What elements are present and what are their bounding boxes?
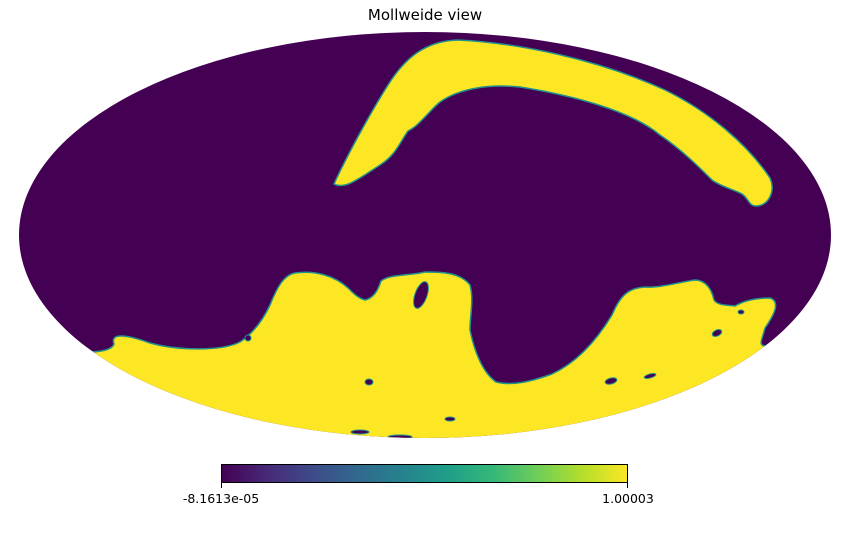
- low-island: [387, 434, 413, 438]
- colorbar-gradient: [221, 464, 628, 483]
- low-island: [643, 373, 657, 379]
- low-island: [244, 334, 252, 342]
- low-island: [604, 377, 618, 385]
- colorbar-min-label: -8.1613e-05: [182, 491, 260, 506]
- map-title: Mollweide view: [367, 6, 483, 24]
- low-island: [737, 309, 745, 315]
- low-island: [350, 429, 370, 435]
- low-island: [711, 329, 723, 337]
- high-region-north-arc: [333, 39, 773, 207]
- low-island: [444, 416, 456, 422]
- colorbar-tick-min: [221, 483, 222, 488]
- colorbar-tick-max: [627, 483, 628, 488]
- low-island: [364, 378, 374, 386]
- colorbar-max-label: 1.00003: [602, 491, 654, 506]
- low-island: [413, 281, 429, 309]
- colorbar: [221, 464, 628, 483]
